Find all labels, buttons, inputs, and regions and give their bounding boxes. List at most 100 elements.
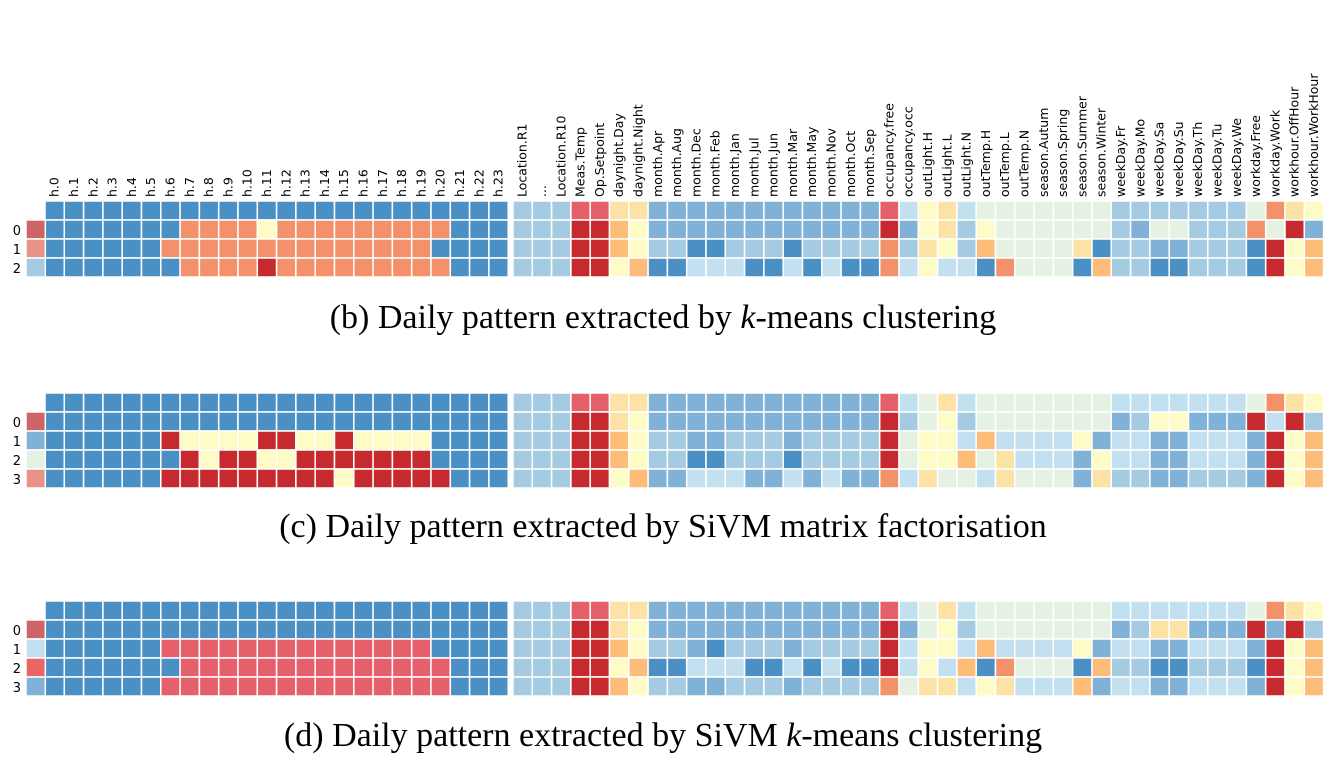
cluster-row-cell <box>550 468 572 489</box>
cluster-row-cell <box>430 430 452 451</box>
cluster-row-cell <box>1014 638 1035 659</box>
cluster-row-cell <box>1110 257 1132 278</box>
cluster-row-cell <box>391 468 413 489</box>
cluster-row-cell <box>743 430 765 451</box>
reference-row-cell <box>1052 200 1074 221</box>
cluster-row-cell <box>975 638 997 659</box>
cluster-row-cell <box>179 676 201 697</box>
cluster-row-cell <box>1052 619 1074 640</box>
cluster-row-cell <box>666 468 688 489</box>
reference-row-cell <box>763 600 784 621</box>
cluster-row-cell <box>917 657 939 678</box>
reference-row-cell <box>372 200 394 221</box>
reference-row-cell <box>430 200 452 221</box>
cluster-row-cell <box>391 657 413 678</box>
cluster-row-cell <box>724 238 746 259</box>
reference-row-cell <box>1187 200 1209 221</box>
caption-italic: k <box>786 717 802 754</box>
cluster-row-cell <box>782 219 804 240</box>
cluster-row-cell <box>1207 238 1228 259</box>
cluster-row-cell <box>295 449 316 470</box>
cluster-row-cell <box>743 468 765 489</box>
cluster-row-cell <box>179 238 201 259</box>
cluster-row-cell <box>102 219 123 240</box>
column-label: outLight.H <box>920 132 935 197</box>
cluster-row-cell <box>878 638 900 659</box>
cluster-row-cell <box>314 676 336 697</box>
cluster-row-cell <box>589 657 611 678</box>
reference-row-cell <box>705 392 727 413</box>
reference-row-cell <box>975 200 997 221</box>
reference-row-cell <box>1187 600 1209 621</box>
reference-row-cell <box>82 200 104 221</box>
cluster-row-cell <box>63 430 85 451</box>
cluster-row-cell <box>430 638 452 659</box>
reference-row-cell <box>628 600 649 621</box>
cluster-row-cell <box>160 676 181 697</box>
cluster-row-cell <box>743 219 765 240</box>
reference-row-cell <box>1091 392 1113 413</box>
reference-row-cell <box>121 200 143 221</box>
reference-row-cell <box>589 200 611 221</box>
reference-row-cell <box>63 200 85 221</box>
cluster-row-cell <box>608 657 630 678</box>
cluster-row-cell <box>550 638 572 659</box>
reference-row-cell <box>685 392 707 413</box>
reference-row-cell <box>1129 200 1151 221</box>
cluster-row-cell <box>275 657 297 678</box>
reference-row-cell <box>44 392 66 413</box>
cluster-row-cell <box>1226 257 1248 278</box>
cluster-row-cell <box>1129 238 1151 259</box>
cluster-row-cell <box>898 468 920 489</box>
reference-row-cell <box>666 600 688 621</box>
reference-row-cell <box>782 392 804 413</box>
cluster-row-cell <box>121 449 143 470</box>
cluster-row-cell <box>449 257 471 278</box>
cluster-row-cell <box>198 638 220 659</box>
reference-row-cell <box>936 600 958 621</box>
cluster-row-cell <box>647 257 669 278</box>
column-label: month.Dec <box>688 128 703 197</box>
cluster-row-cell <box>1284 619 1306 640</box>
reference-row-cell <box>801 200 823 221</box>
cluster-row-cell <box>666 219 688 240</box>
reference-row-cell <box>391 600 413 621</box>
cluster-row-cell <box>1264 238 1286 259</box>
cluster-row-cell <box>878 657 900 678</box>
reference-row-cell <box>1245 392 1267 413</box>
column-label: occupancy.occ <box>901 106 916 197</box>
reference-row-cell <box>878 200 900 221</box>
cluster-row-cell <box>628 638 649 659</box>
cluster-row-cell <box>994 657 1016 678</box>
cluster-row-cell <box>512 411 534 432</box>
cluster-row-cell <box>705 676 727 697</box>
cluster-row-cell <box>782 619 804 640</box>
reference-row-cell <box>295 600 316 621</box>
cluster-row-cell <box>449 468 471 489</box>
cluster-row-cell <box>217 238 239 259</box>
cluster-row-cell <box>724 411 746 432</box>
column-label: h.9 <box>220 177 235 197</box>
cluster-row-cell <box>840 219 862 240</box>
reference-row-cell <box>1245 200 1267 221</box>
cluster-row-cell <box>666 676 688 697</box>
cluster-row-cell <box>179 619 201 640</box>
cluster-row-cell <box>782 449 804 470</box>
cluster-row-cell <box>589 676 611 697</box>
cluster-row-cell <box>237 657 259 678</box>
cluster-row-cell <box>468 619 490 640</box>
cluster-row-cell <box>44 219 66 240</box>
cluster-row-cell <box>1168 449 1190 470</box>
cluster-row-cell <box>956 619 977 640</box>
cluster-row-cell <box>198 257 220 278</box>
reference-row-cell <box>821 392 842 413</box>
cluster-row-cell <box>372 657 394 678</box>
cluster-row-cell <box>821 257 842 278</box>
cluster-row-cell <box>488 257 509 278</box>
cluster-row-cell <box>782 430 804 451</box>
cluster-row-cell <box>44 430 66 451</box>
cluster-row-cell <box>353 430 374 451</box>
column-label: weekDay.We <box>1229 118 1244 197</box>
caption-text: (c) Daily pattern extracted by SiVM matr… <box>279 508 1047 545</box>
cluster-row-cell <box>1245 619 1267 640</box>
